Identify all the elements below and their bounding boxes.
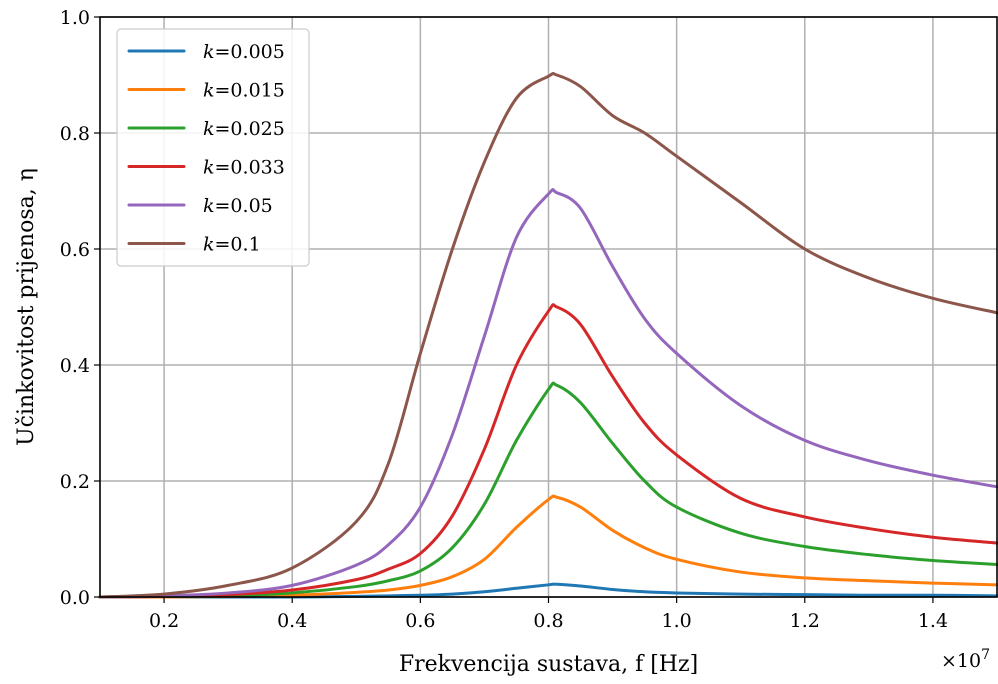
series-line-k-0-1 <box>98 72 998 599</box>
y-axis-label: Učinkovitost prijenosa, η <box>14 168 39 446</box>
legend: k=0.005 k=0.015 k=0.025 k=0.033 k=0.05 k=0.1 <box>116 28 310 267</box>
legend-box <box>116 28 310 267</box>
x-tick-label: 0.8 <box>533 610 563 632</box>
x-tick-label: 0.4 <box>277 610 307 632</box>
x-tick-label: 1.0 <box>662 610 692 632</box>
axis-ticks: 0.2 0.4 0.6 0.8 1.0 1.2 1.4 0.0 0.2 0.4 0.6 0.8 1.0 <box>60 7 948 632</box>
legend-label: k=0.005 <box>203 41 285 63</box>
x-axis-multiplier: ×107 <box>941 647 990 672</box>
legend-label: k=0.033 <box>203 157 285 179</box>
y-tick-label: 0.4 <box>60 355 90 377</box>
series-line-k-0-025 <box>98 381 998 599</box>
x-tick-label: 0.6 <box>405 610 435 632</box>
legend-label: k=0.025 <box>203 118 285 140</box>
series-line-k-0-05 <box>98 188 998 599</box>
y-tick-label: 0.8 <box>60 123 90 145</box>
series-line-k-0-015 <box>98 494 998 599</box>
y-tick-label: 1.0 <box>60 7 90 29</box>
legend-label: k=0.1 <box>203 234 261 256</box>
legend-label: k=0.05 <box>203 195 273 217</box>
series-line-k-0-033 <box>98 303 998 599</box>
y-tick-label: 0.2 <box>60 471 90 493</box>
x-tick-label: 1.2 <box>790 610 820 632</box>
x-axis-label: Frekvencija sustava, f [Hz] <box>399 652 698 677</box>
x-tick-label: 1.4 <box>918 610 948 632</box>
y-tick-label: 0.6 <box>60 239 90 261</box>
y-tick-label: 0.0 <box>60 587 90 609</box>
x-tick-label: 0.2 <box>149 610 179 632</box>
legend-label: k=0.015 <box>203 80 285 102</box>
